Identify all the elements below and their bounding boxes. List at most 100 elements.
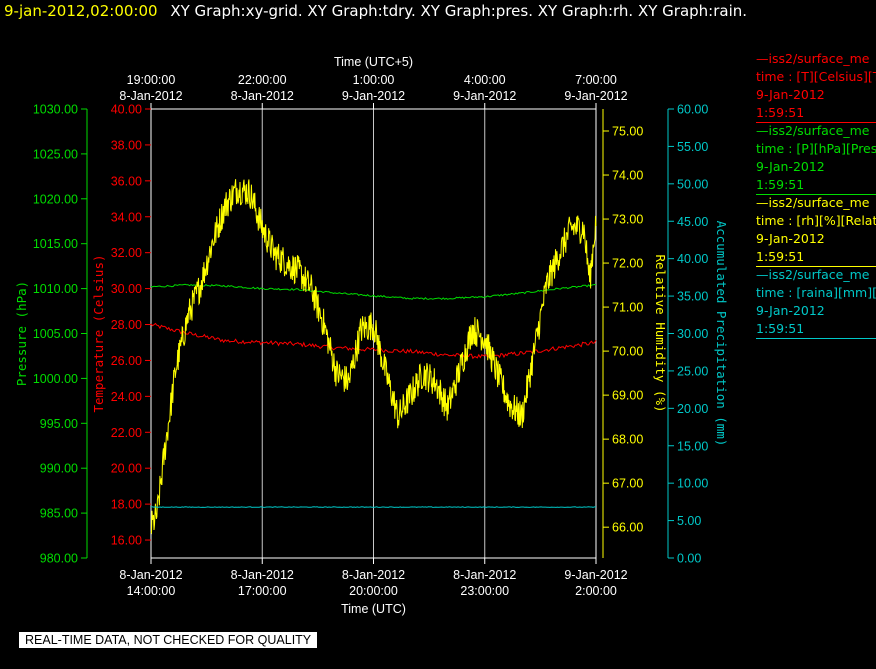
- x-axis-label-bottom: Time (UTC): [341, 602, 406, 616]
- x-top-tick-label-date: 8-Jan-2012: [231, 89, 294, 103]
- precipitation-tick-label: 5.00: [677, 514, 701, 528]
- humidity-tick-label: 71.00: [612, 301, 643, 315]
- humidity-tick-label: 70.00: [612, 345, 643, 359]
- precipitation-tick-label: 40.00: [677, 252, 708, 266]
- legend-detail: time : [raina][mm][A: [756, 285, 876, 300]
- pressure-tick-label: 1025.00: [33, 147, 78, 161]
- temperature-tick-label: 38.00: [111, 138, 142, 152]
- humidity-tick-label: 75.00: [612, 125, 643, 139]
- pressure-tick-label: 990.00: [40, 462, 78, 476]
- x-top-tick-label-date: 9-Jan-2012: [564, 89, 627, 103]
- x-tick-label-time: 20:00:00: [349, 584, 398, 598]
- legend-name: —iss2/surface_me: [756, 123, 870, 138]
- precipitation-tick-label: 25.00: [677, 364, 708, 378]
- precipitation-tick-label: 35.00: [677, 290, 708, 304]
- x-top-tick-label-time: 4:00:00: [464, 73, 506, 87]
- legend-date: 9-Jan-2012: [756, 87, 825, 102]
- humidity-tick-label: 69.00: [612, 389, 643, 403]
- x-top-tick-label-date: 9-Jan-2012: [342, 89, 405, 103]
- humidity-tick-label: 68.00: [612, 433, 643, 447]
- series-raina-line: [150, 506, 596, 508]
- precipitation-tick-label: 30.00: [677, 327, 708, 341]
- humidity-tick-label: 74.00: [612, 169, 643, 183]
- temperature-tick-label: 26.00: [111, 354, 142, 368]
- x-tick-label-time: 17:00:00: [238, 584, 287, 598]
- temperature-tick-label: 30.00: [111, 282, 142, 296]
- legend-entry: —iss2/surface_me time : [P][hPa][Pres 9-Ja…: [756, 122, 876, 195]
- x-tick-label-time: 23:00:00: [460, 584, 509, 598]
- x-tick-label-date: 8-Jan-2012: [231, 568, 294, 582]
- humidity-tick-label: 66.00: [612, 521, 643, 535]
- quality-notice: REAL-TIME DATA, NOT CHECKED FOR QUALITY: [19, 632, 318, 648]
- legend-detail: time : [rh][%][Relati: [756, 213, 876, 228]
- temperature-tick-label: 34.00: [111, 210, 142, 224]
- temperature-tick-label: 24.00: [111, 390, 142, 404]
- x-tick-label-date: 9-Jan-2012: [564, 568, 627, 582]
- legend-name: —iss2/surface_me: [756, 195, 870, 210]
- x-tick-label-time: 14:00:00: [127, 584, 176, 598]
- pressure-tick-label: 1030.00: [33, 103, 78, 117]
- x-top-tick-label-time: 1:00:00: [353, 73, 395, 87]
- precipitation-tick-label: 60.00: [677, 103, 708, 117]
- precipitation-tick-label: 55.00: [677, 140, 708, 154]
- series-rh-line: [150, 179, 597, 535]
- x-tick-label-date: 8-Jan-2012: [453, 568, 516, 582]
- series-P-line: [150, 283, 597, 301]
- x-axis-label-top: Time (UTC+5): [334, 55, 413, 69]
- legend-name: —iss2/surface_me: [756, 267, 870, 282]
- humidity-tick-label: 67.00: [612, 477, 643, 491]
- pressure-tick-label: 985.00: [40, 507, 78, 521]
- precipitation-tick-label: 20.00: [677, 402, 708, 416]
- temperature-tick-label: 22.00: [111, 426, 142, 440]
- x-top-tick-label-date: 8-Jan-2012: [119, 89, 182, 103]
- humidity-tick-label: 72.00: [612, 257, 643, 271]
- legend-detail: time : [T][Celsius][T: [756, 69, 876, 84]
- legend-date: 9-Jan-2012: [756, 303, 825, 318]
- legend-name: —iss2/surface_me: [756, 51, 870, 66]
- header-graph-names: XY Graph:xy-grid. XY Graph:tdry. XY Grap…: [170, 2, 748, 20]
- pressure-tick-label: 995.00: [40, 417, 78, 431]
- precipitation-tick-label: 15.00: [677, 439, 708, 453]
- legend-time: 1:59:51: [756, 321, 805, 336]
- temperature-tick-label: 20.00: [111, 462, 142, 476]
- precipitation-tick-label: 0.00: [677, 552, 701, 566]
- x-top-tick-label-time: 19:00:00: [127, 73, 176, 87]
- temperature-tick-label: 36.00: [111, 174, 142, 188]
- precipitation-tick-label: 50.00: [677, 177, 708, 191]
- humidity-tick-label: 73.00: [612, 213, 643, 227]
- x-tick-label-time: 2:00:00: [575, 584, 617, 598]
- legend-time: 1:59:51: [756, 105, 805, 120]
- legend-time: 1:59:51: [756, 249, 805, 264]
- x-top-tick-label-time: 7:00:00: [575, 73, 617, 87]
- pressure-tick-label: 1000.00: [33, 372, 78, 386]
- pressure-tick-label: 1015.00: [33, 237, 78, 251]
- humidity-axis-label: Relative Humidity (%): [653, 254, 668, 412]
- temperature-tick-label: 18.00: [111, 498, 142, 512]
- temperature-tick-label: 40.00: [111, 103, 142, 117]
- precipitation-axis-label: Accumulated Precipitation (mm): [714, 221, 729, 447]
- pressure-tick-label: 1020.00: [33, 192, 78, 206]
- pressure-tick-label: 1005.00: [33, 327, 78, 341]
- pressure-axis-label: Pressure (hPa): [14, 281, 29, 386]
- x-top-tick-label-time: 22:00:00: [238, 73, 287, 87]
- pressure-tick-label: 980.00: [40, 552, 78, 566]
- precipitation-tick-label: 45.00: [677, 215, 708, 229]
- precipitation-tick-label: 10.00: [677, 477, 708, 491]
- legend-date: 9-Jan-2012: [756, 231, 825, 246]
- temperature-axis-label: Temperature (Celsius): [91, 254, 106, 412]
- x-tick-label-date: 8-Jan-2012: [342, 568, 405, 582]
- temperature-tick-label: 16.00: [111, 534, 142, 548]
- x-top-tick-label-date: 9-Jan-2012: [453, 89, 516, 103]
- x-tick-label-date: 8-Jan-2012: [119, 568, 182, 582]
- pressure-tick-label: 1010.00: [33, 282, 78, 296]
- temperature-tick-label: 28.00: [111, 318, 142, 332]
- legend-detail: time : [P][hPa][Pres: [756, 141, 876, 156]
- series-T-line: [150, 322, 597, 360]
- temperature-tick-label: 32.00: [111, 246, 142, 260]
- header-timestamp: 9-jan-2012,02:00:00: [4, 2, 158, 20]
- header: 9-jan-2012,02:00:00 XY Graph:xy-grid. XY…: [4, 2, 747, 20]
